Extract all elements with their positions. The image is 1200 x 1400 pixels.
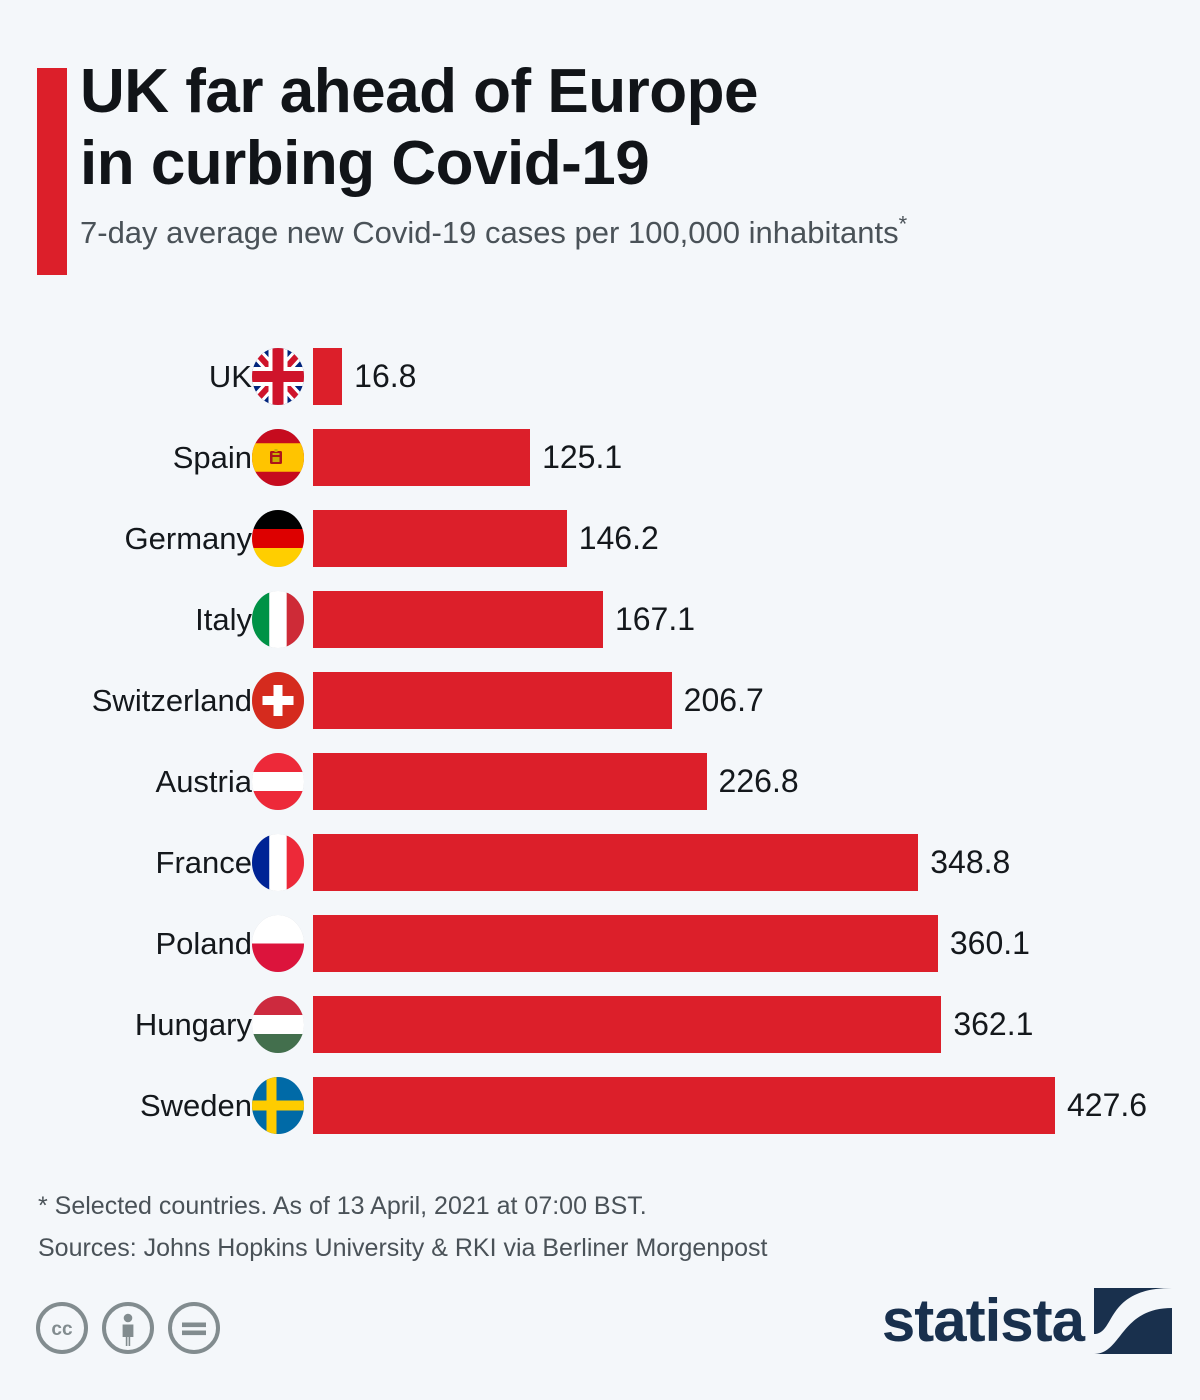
bar-value-label: 427.6 [1067,1087,1148,1123]
bar-value-label: 362.1 [953,1006,1034,1042]
creative-commons-icon[interactable]: cc [36,1302,88,1354]
bar [313,915,938,972]
header: UK far ahead of Europe in curbing Covid-… [0,0,1200,300]
country-label: Poland [155,926,252,961]
bar-row: Poland 360.1 [0,915,1200,972]
flag-france-icon [252,834,304,891]
bar-value-label: 167.1 [614,601,696,637]
footer: * Selected countries. As of 13 April, 20… [0,1180,1200,1400]
bar [313,1077,1055,1134]
bar [313,996,942,1053]
bar-value-label: 206.7 [683,682,764,718]
flag-switzerland-icon [252,672,304,729]
flag-poland-icon [252,915,304,972]
country-label: Germany [124,521,252,556]
subtitle-asterisk: * [898,211,908,237]
bar [313,591,603,648]
bar-value-label: 125.1 [542,439,623,475]
statista-logo[interactable]: statista [882,1288,1172,1354]
flag-italy-icon [252,591,304,648]
creative-commons-license: cc [36,1302,220,1354]
country-label: Switzerland [91,683,252,718]
footnote-sources: Sources: Johns Hopkins University & RKI … [38,1234,768,1262]
statista-wordmark: statista [881,1287,1085,1354]
bar-row: Spain 125.1 [0,429,1200,486]
title-accent-bar [37,68,67,275]
flag-hungary-icon [252,996,304,1053]
bar-row: France 348.8 [0,834,1200,891]
bar-row: UK 16.8 [0,348,1200,405]
flag-sweden-icon [252,1077,304,1134]
bar-row: Switzerland 206.7 [0,672,1200,729]
country-label: France [155,845,252,880]
flag-uk-icon [252,348,304,405]
bar-value-label: 226.8 [718,763,799,799]
country-label: Hungary [134,1007,252,1042]
page-title: UK far ahead of Europe in curbing Covid-… [80,56,1180,252]
title-line-2: in curbing Covid-19 [80,129,650,198]
bar [313,510,567,567]
bar-row: Austria 226.8 [0,753,1200,810]
flag-spain-icon [252,429,304,486]
bar [313,429,531,486]
flag-austria-icon [252,753,304,810]
title-line-1: UK far ahead of Europe [80,57,759,126]
bar [313,672,672,729]
bar-row: Sweden 427.6 [0,1077,1200,1134]
bar [313,348,343,405]
cc-attribution-icon[interactable] [102,1302,154,1354]
bar-value-label: 360.1 [949,925,1030,961]
bar-row: Germany 146.2 [0,510,1200,567]
flag-germany-icon [252,510,304,567]
bar [313,834,919,891]
country-label: UK [208,359,252,394]
bar [313,753,707,810]
bar-chart: UK 16.8 Spain 125.1 Germany 146.2 Italy [0,348,1200,1138]
subtitle-text: 7-day average new Covid-19 cases per 100… [80,215,899,250]
country-label: Sweden [139,1088,252,1123]
cc-no-derivatives-icon[interactable] [168,1302,220,1354]
country-label: Italy [195,602,252,637]
country-label: Austria [155,764,252,799]
country-label: Spain [172,440,252,475]
bar-row: Hungary 362.1 [0,996,1200,1053]
svg-text:cc: cc [51,1319,73,1340]
bar-value-label: 146.2 [578,520,659,556]
bar-value-label: 348.8 [930,844,1011,880]
footnote-selected-countries: * Selected countries. As of 13 April, 20… [38,1192,647,1220]
statista-mark-icon [1094,1288,1172,1354]
bar-value-label: 16.8 [354,358,417,394]
subtitle: 7-day average new Covid-19 cases per 100… [80,211,1180,252]
bar-row: Italy 167.1 [0,591,1200,648]
